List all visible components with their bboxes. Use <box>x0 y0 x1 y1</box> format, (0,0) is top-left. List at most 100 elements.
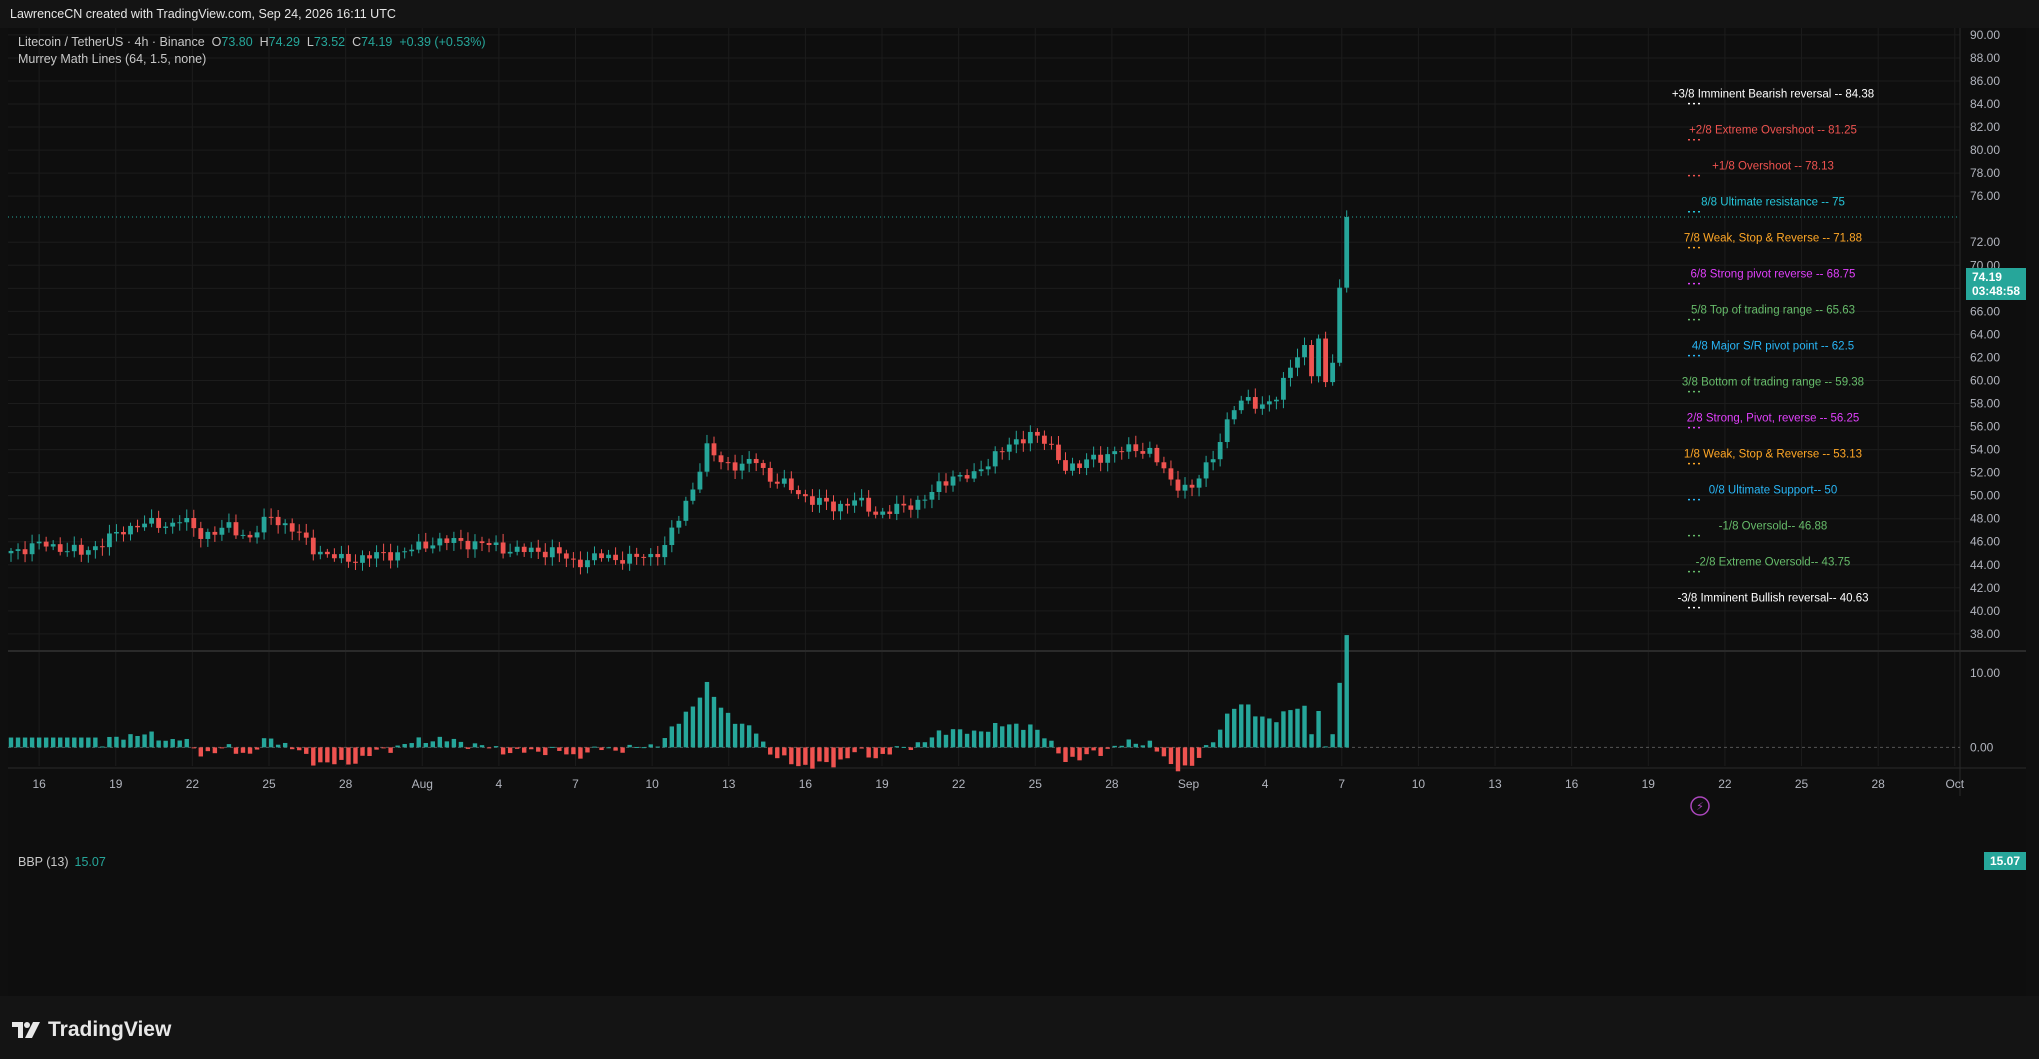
bbp-bar <box>810 747 815 769</box>
bbp-bar <box>1309 734 1314 748</box>
bbp-bar <box>1302 705 1307 748</box>
candle-body <box>388 552 394 561</box>
bbp-bar <box>634 746 639 748</box>
candle-body <box>683 500 689 521</box>
murrey-line-label: 8/8 Ultimate resistance -- 75 <box>1701 197 1845 209</box>
candle-body <box>99 546 105 548</box>
murrey-line-label: 0/8 Ultimate Support-- 50 <box>1709 485 1837 497</box>
candle-body <box>1161 462 1167 469</box>
bbp-bar <box>1056 747 1061 754</box>
candle-body <box>1175 479 1181 491</box>
candle-body <box>1042 435 1047 444</box>
symbol-name[interactable]: Litecoin / TetherUS · 4h · Binance <box>18 35 205 49</box>
bbp-bar <box>444 741 450 748</box>
candle-body <box>950 476 956 486</box>
bbp-value-tag: 15.07 <box>1983 852 2026 870</box>
bbp-bar <box>1119 745 1124 748</box>
price-tick-label: 52.00 <box>1970 466 2000 480</box>
candle-body <box>128 525 133 535</box>
bbp-legend[interactable]: BBP (13) 15.07 <box>18 855 106 869</box>
bbp-bar <box>922 742 928 748</box>
bbp-bar <box>430 741 435 748</box>
bbp-label[interactable]: BBP (13) <box>18 855 69 869</box>
bbp-bar <box>529 747 534 750</box>
candle-body <box>163 526 169 528</box>
candle-body <box>1281 377 1286 400</box>
bbp-bar <box>339 747 344 760</box>
chart-area[interactable]: 90.00 88.00 86.00 84.00 82.00 80.00 78.00 76.00… <box>8 28 2026 996</box>
candle-body <box>739 463 745 471</box>
bbp-bar <box>1000 726 1005 748</box>
candle-body <box>1330 362 1336 383</box>
bbp-bar <box>1063 747 1068 762</box>
candle-body <box>711 443 717 456</box>
candle-body <box>317 551 323 555</box>
bbp-bar <box>627 744 632 748</box>
candle-body <box>303 532 309 538</box>
price-tick-label: 62.00 <box>1970 350 2000 364</box>
bbp-bar <box>114 736 119 748</box>
price-tick-label: 38.00 <box>1970 627 2000 641</box>
candle-body <box>1140 451 1146 454</box>
candle-body <box>599 553 604 559</box>
candle-body <box>346 553 351 562</box>
bbp-bar <box>1098 747 1103 756</box>
candle-body <box>1098 454 1104 463</box>
candle-body <box>943 481 949 486</box>
bbp-bar <box>142 734 147 748</box>
candle-body <box>107 533 112 548</box>
time-tick-label: 25 <box>262 777 276 791</box>
bbp-bar <box>1323 746 1328 748</box>
bbp-bar <box>149 731 154 748</box>
candle-body <box>697 471 703 490</box>
candle-body <box>662 545 668 558</box>
time-tick-label: 16 <box>32 777 46 791</box>
indicator-legend[interactable]: Murrey Math Lines (64, 1.5, none) <box>18 52 207 66</box>
bbp-bar <box>58 737 63 748</box>
high-value: 74.29 <box>268 35 300 49</box>
candle-body <box>1034 431 1040 436</box>
candle-body <box>1154 447 1160 463</box>
last-price: 74.19 <box>1971 270 2002 284</box>
price-tick-label: 78.00 <box>1970 166 2000 180</box>
price-tick-label: 66.00 <box>1970 304 2000 318</box>
candle-body <box>922 499 928 501</box>
bbp-bar <box>739 723 745 748</box>
candle-body <box>810 496 815 505</box>
time-tick-label: 22 <box>1718 777 1732 791</box>
time-tick-label: 28 <box>339 777 353 791</box>
bar-countdown: 03:48:58 <box>1971 284 2020 298</box>
candle-body <box>1266 401 1272 405</box>
candle-body <box>289 523 295 532</box>
symbol-legend[interactable]: Litecoin / TetherUS · 4h · Binance O73.8… <box>18 35 486 49</box>
tradingview-logo[interactable]: TradingView <box>12 1018 171 1042</box>
bbp-bar <box>978 731 984 748</box>
bbp-bar <box>662 738 667 748</box>
candle-body <box>613 554 618 561</box>
chart-credit: LawrenceCN created with TradingView.com,… <box>10 7 396 21</box>
candle-body <box>1049 443 1054 445</box>
chart-canvas[interactable]: 90.00 88.00 86.00 84.00 82.00 80.00 78.00 76.00… <box>8 28 2026 996</box>
bbp-bar <box>746 725 752 748</box>
bbp-bar <box>500 747 506 755</box>
bbp-value: 15.07 <box>74 855 106 869</box>
bbp-bar <box>1112 745 1117 748</box>
candle-body <box>1063 460 1068 471</box>
candle-body <box>296 531 302 533</box>
candle-body <box>1133 444 1139 452</box>
candle-body <box>1126 444 1132 452</box>
candle-body <box>556 547 562 554</box>
candle-body <box>894 503 900 514</box>
candle-body <box>592 553 597 561</box>
bbp-bar <box>1091 747 1096 751</box>
candle-body <box>226 522 232 528</box>
candle-body <box>57 544 63 552</box>
bbp-bar <box>184 738 189 748</box>
footer <box>0 996 2039 1059</box>
candle-body <box>493 542 499 546</box>
bbp-bar <box>107 736 112 748</box>
candle-body <box>1245 397 1251 401</box>
candle-body <box>1119 451 1125 453</box>
candle-body <box>1189 484 1195 488</box>
candle-body <box>1274 399 1279 402</box>
